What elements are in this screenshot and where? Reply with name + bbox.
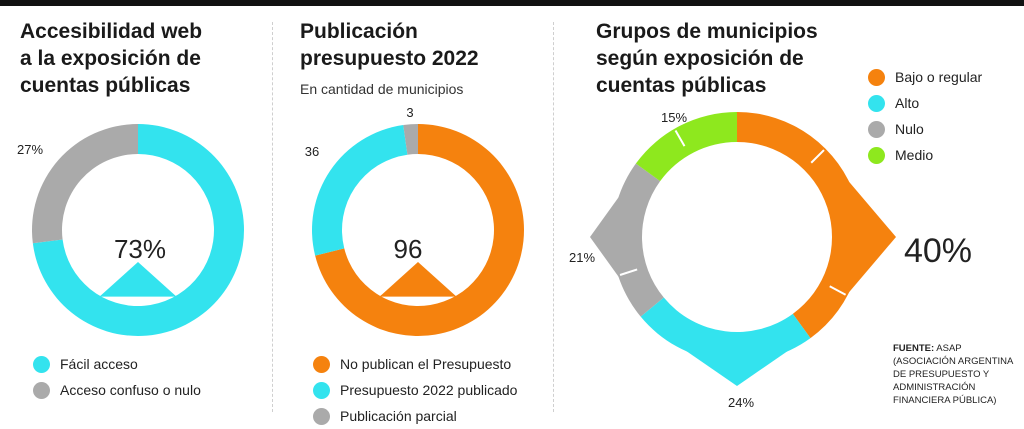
legend-swatch — [868, 146, 885, 164]
legend-item-acceso-confuso: Acceso confuso o nulo — [33, 377, 201, 403]
source-label: FUENTE: — [893, 343, 935, 354]
legend-item-parcial: Publicación parcial — [313, 403, 517, 429]
legend-swatch — [313, 381, 330, 399]
panel3-title-line: Grupos de municipios — [596, 20, 818, 43]
donut-value-label: 36 — [305, 144, 319, 159]
panel3-title: Grupos de municipios según exposición de… — [596, 18, 818, 99]
legend-label: No publican el Presupuesto — [340, 356, 512, 372]
donut-slice-publicaci-n-parcial — [403, 124, 418, 155]
donut-tick — [674, 129, 686, 147]
source-line: (ASOCIACIÓN ARGENTINA — [893, 356, 1014, 367]
source-line: ADMINISTRACIÓN — [893, 382, 976, 393]
panel2-subtitle: En cantidad de municipios — [300, 81, 464, 97]
donut-value-label: 15% — [661, 110, 687, 125]
donut-pointer-notch — [379, 262, 457, 297]
donut-pointer-notch — [99, 262, 177, 297]
legend-label: Publicación parcial — [340, 408, 457, 424]
panel1-title-line: cuentas públicas — [20, 74, 191, 97]
donut-slice-presupuesto-2022-publicado — [311, 125, 408, 256]
donut-pointer-tip — [590, 194, 621, 280]
panel3-title-line: cuentas públicas — [596, 74, 767, 97]
donut-slice-alto — [640, 297, 811, 363]
legend-label: Acceso confuso o nulo — [60, 382, 201, 398]
donut-tick — [829, 285, 847, 296]
donut-value-label: 27% — [17, 142, 43, 157]
panel2-legend: No publican el Presupuesto Presupuesto 2… — [313, 351, 517, 429]
legend-label: Alto — [895, 95, 920, 111]
panel1-title-line: a la exposición de — [20, 47, 201, 70]
donut-value-label: 73% — [114, 234, 166, 264]
panel3-legend: Bajo o regular Alto Nulo Medio — [868, 64, 982, 168]
donut-tick — [619, 268, 638, 276]
legend-item-publicado: Presupuesto 2022 publicado — [313, 377, 517, 403]
legend-label: Nulo — [895, 121, 924, 137]
donut-slice-nulo — [612, 163, 664, 317]
legend-swatch — [313, 355, 330, 373]
source-line: ASAP — [936, 343, 962, 354]
legend-label: Presupuesto 2022 publicado — [340, 382, 518, 398]
legend-label: Medio — [895, 147, 934, 163]
donut-slice-acceso-confuso-o-nulo — [31, 124, 138, 244]
donut-pointer-tip — [682, 348, 792, 386]
legend-label: Fácil acceso — [60, 356, 138, 372]
source-note: FUENTE: ASAP (ASOCIACIÓN ARGENTINA DE PR… — [893, 342, 1013, 407]
legend-swatch — [868, 68, 885, 86]
donut-slice-bajo-o-regular — [737, 112, 862, 339]
panel2-title-line: presupuesto 2022 — [300, 47, 479, 70]
legend-item-no-publican: No publican el Presupuesto — [313, 351, 517, 377]
legend-item-facil-acceso: Fácil acceso — [33, 351, 201, 377]
donut-value-label: 3 — [406, 105, 413, 120]
legend-item-alto: Alto — [868, 90, 982, 116]
panel1-legend: Fácil acceso Acceso confuso o nulo — [33, 351, 201, 403]
legend-swatch — [868, 120, 885, 138]
panel2-title: Publicación presupuesto 2022 — [300, 18, 479, 72]
legend-item-medio: Medio — [868, 142, 982, 168]
donut-value-label: 40% — [904, 232, 972, 270]
donut-value-label: 96 — [394, 234, 423, 264]
panel3-title-line: según exposición de — [596, 47, 804, 70]
source-line: FINANCIERA PÚBLICA) — [893, 395, 997, 406]
donut-value-label: 24% — [728, 395, 754, 410]
source-line: DE PRESUPUESTO Y — [893, 369, 990, 380]
legend-swatch — [33, 381, 50, 399]
legend-swatch — [868, 94, 885, 112]
legend-item-bajo: Bajo o regular — [868, 64, 982, 90]
panel1-title: Accesibilidad web a la exposición de cue… — [20, 18, 202, 99]
donut-tick — [810, 149, 825, 164]
panel2-title-line: Publicación — [300, 20, 418, 43]
panel-divider-1 — [272, 22, 273, 412]
top-bar — [0, 0, 1024, 6]
donut-slice-medio — [635, 112, 737, 182]
legend-item-nulo: Nulo — [868, 116, 982, 142]
legend-swatch — [33, 355, 50, 373]
donut-pointer-tip — [846, 178, 896, 296]
legend-label: Bajo o regular — [895, 69, 983, 85]
donut-value-label: 21% — [569, 250, 595, 265]
panel-divider-2 — [553, 22, 554, 412]
panel1-title-line: Accesibilidad web — [20, 20, 203, 43]
legend-swatch — [313, 407, 330, 425]
